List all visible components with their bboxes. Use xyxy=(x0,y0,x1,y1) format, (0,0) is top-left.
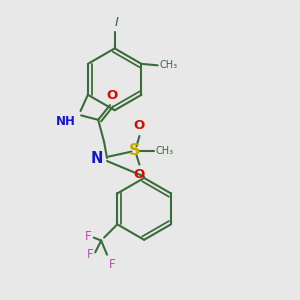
Text: F: F xyxy=(87,248,93,261)
Text: CH₃: CH₃ xyxy=(159,60,177,70)
Text: S: S xyxy=(129,143,141,158)
Text: CH₃: CH₃ xyxy=(156,146,174,156)
Text: I: I xyxy=(114,16,118,29)
Text: O: O xyxy=(134,168,145,182)
Text: O: O xyxy=(134,119,145,132)
Text: NH: NH xyxy=(56,115,76,128)
Text: F: F xyxy=(85,230,92,243)
Text: F: F xyxy=(109,258,116,271)
Text: O: O xyxy=(106,89,118,102)
Text: N: N xyxy=(90,151,103,166)
